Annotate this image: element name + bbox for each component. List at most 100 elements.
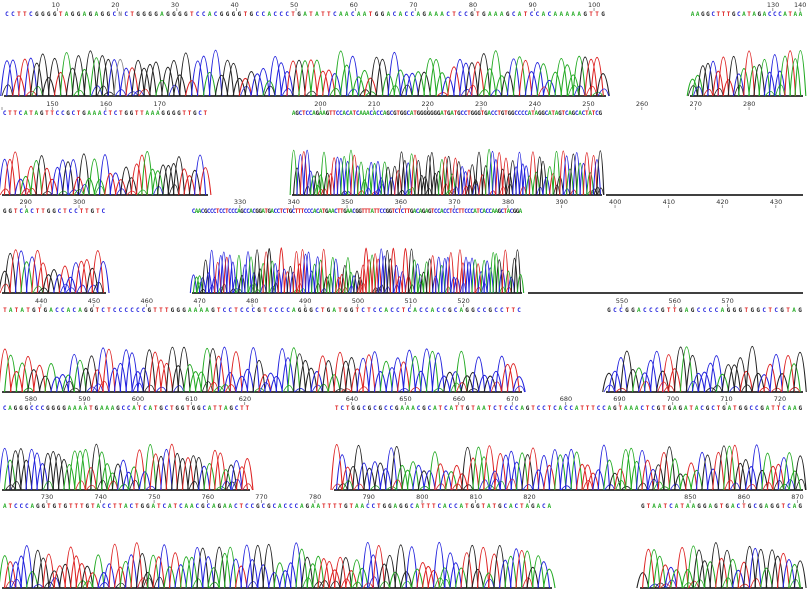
trace-peak — [434, 171, 443, 196]
base-call: C — [436, 307, 440, 314]
base-call: A — [399, 11, 403, 18]
trace-peak — [51, 167, 64, 196]
base-call: A — [208, 405, 212, 412]
trace-peak — [399, 571, 413, 589]
trace-peak — [681, 569, 695, 589]
base-call: C — [448, 503, 452, 510]
base-call: A — [35, 110, 39, 117]
trace-peak — [368, 351, 382, 393]
trace-peak — [185, 556, 199, 589]
base-call: G — [82, 110, 86, 117]
trace-peak — [35, 155, 48, 196]
trace-peak — [674, 473, 687, 491]
trace-noise-peak — [282, 385, 294, 393]
trace-peak — [691, 372, 706, 393]
base-call: A — [312, 110, 316, 117]
chromatogram-row: 580 590 600 610 620 640 650 660 670 680 690 700 710 7… — [0, 395, 807, 491]
trace-peak — [188, 371, 203, 393]
trace-peak — [20, 459, 33, 491]
trace-peak — [9, 151, 22, 196]
base-call: A — [685, 307, 689, 314]
base-call: T — [747, 11, 751, 18]
base-call: C — [3, 110, 7, 117]
trace-peak — [63, 464, 76, 491]
trace-peak — [102, 349, 116, 393]
trace-peak — [477, 53, 491, 97]
base-call: G — [178, 11, 182, 18]
base-call: T — [619, 405, 623, 412]
base-call: A — [315, 11, 319, 18]
trace-peak — [423, 470, 436, 491]
trace-peak — [262, 251, 270, 294]
base-call: A — [637, 307, 641, 314]
base-call: G — [516, 208, 520, 215]
base-call: T — [96, 307, 100, 314]
trace-peak — [292, 251, 301, 294]
trace-peak — [274, 269, 283, 294]
base-call: C — [142, 307, 146, 314]
base-call: G — [41, 11, 45, 18]
trace-peak — [480, 259, 488, 294]
base-call: C — [19, 110, 23, 117]
trace-peak — [789, 58, 802, 97]
trace-noise-peak — [334, 388, 346, 393]
trace-peak — [737, 68, 750, 97]
trace-peak — [488, 50, 503, 97]
trace-peak — [188, 170, 201, 196]
base-call: C — [202, 405, 206, 412]
base-call: C — [464, 11, 468, 18]
base-call: T — [455, 405, 459, 412]
trace-peak — [578, 56, 592, 97]
trace-peak — [727, 364, 742, 393]
trace-peak — [95, 55, 110, 97]
base-call: C — [61, 307, 65, 314]
trace-peak — [298, 60, 312, 97]
trace-peak — [58, 265, 72, 294]
trace-peak — [410, 259, 419, 294]
trace-peak — [322, 69, 336, 97]
base-call: A — [9, 307, 13, 314]
trace-peak — [775, 373, 789, 393]
trace-peak — [405, 546, 419, 589]
base-call: G — [691, 307, 695, 314]
base-call: C — [273, 208, 277, 215]
base-call: C — [419, 307, 423, 314]
trace-peak — [262, 544, 276, 589]
trace-peak — [304, 367, 318, 393]
base-call: T — [356, 307, 360, 314]
base-call: C — [715, 307, 719, 314]
trace-noise-peak — [713, 87, 724, 97]
base-call: G — [776, 503, 780, 510]
trace-peak — [120, 166, 133, 196]
base-call: G — [484, 110, 488, 117]
trace-peak — [204, 272, 213, 294]
base-call: C — [437, 208, 441, 215]
trace-noise-peak — [138, 88, 151, 97]
trace-peak — [101, 59, 116, 97]
base-call: A — [24, 110, 28, 117]
trace-peak — [542, 568, 556, 589]
trace-peak — [362, 247, 370, 294]
base-call: T — [367, 307, 371, 314]
base-call: G — [91, 208, 95, 215]
trace-peak — [47, 451, 60, 491]
base-call: C — [246, 307, 250, 314]
base-call: T — [135, 503, 139, 510]
trace-peak — [518, 59, 533, 97]
trace-noise-peak — [467, 388, 479, 393]
base-call: G — [172, 11, 176, 18]
base-call: A — [303, 11, 307, 18]
trace-peak — [344, 257, 352, 294]
trace-peak — [223, 256, 231, 294]
base-call: T — [476, 208, 480, 215]
trace-peak — [664, 566, 678, 589]
base-call: A — [100, 405, 104, 412]
trace-peak — [287, 347, 301, 393]
trace-peak — [727, 56, 740, 97]
trace-peak — [396, 361, 411, 393]
trace-peak — [130, 542, 144, 589]
trace-peak — [350, 275, 358, 294]
base-call: A — [345, 11, 349, 18]
base-call: C — [515, 405, 519, 412]
position-tick-label: 360 — [395, 198, 407, 206]
